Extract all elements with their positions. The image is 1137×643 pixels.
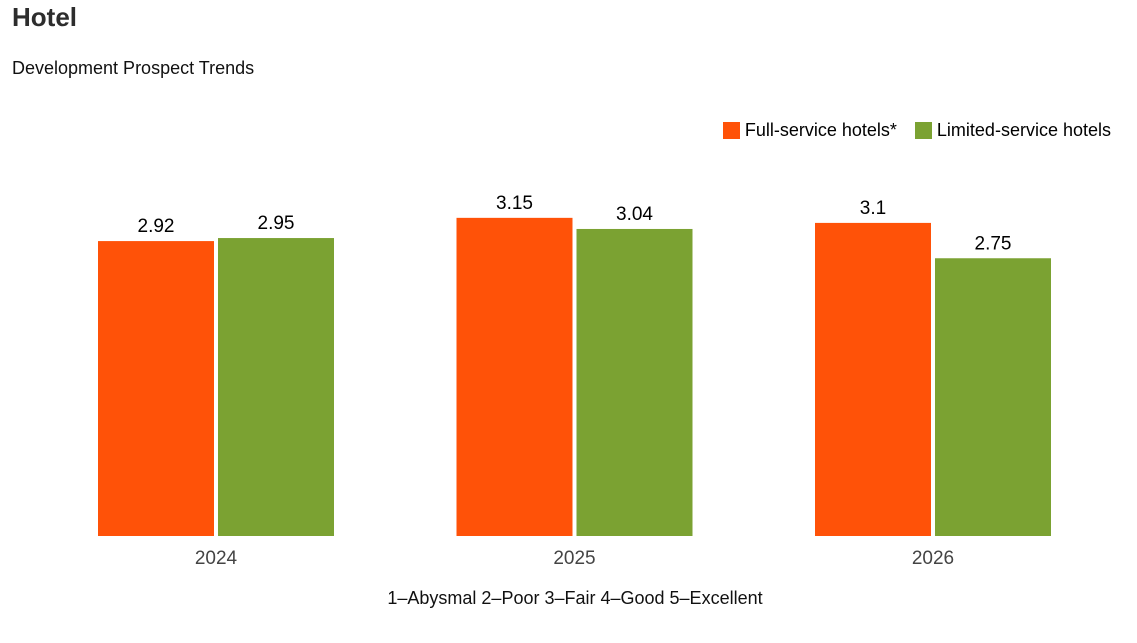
x-tick-label-2025: 2025 [553,548,595,569]
data-label-2024-full-service: 2.92 [138,216,175,237]
data-label-2025-full-service: 3.15 [496,193,533,214]
data-label-2026-full-service: 3.1 [860,198,886,219]
rating-scale-note: 1–Abysmal 2–Poor 3–Fair 4–Good 5–Excelle… [387,588,763,608]
x-tick-label-2024: 2024 [195,548,238,569]
x-tick-label-2026: 2026 [912,548,954,569]
legend-item-limited-service: Limited-service hotels [914,120,1111,141]
legend-label-full-service: Full-service hotels* [744,120,897,140]
data-label-2025-limited-service: 3.04 [616,204,653,225]
bar-2026-full-service [815,222,931,536]
data-label-2026-limited-service: 2.75 [975,233,1012,254]
bar-2024-limited-service [218,238,334,537]
chart-title: Hotel [12,2,77,32]
chart-subtitle: Development Prospect Trends [12,58,255,78]
bar-2025-limited-service [576,228,693,536]
legend-swatch-limited-service [914,122,932,139]
bar-2024-full-service [98,241,214,536]
legend-label-limited-service: Limited-service hotels [936,120,1111,140]
legend-item-full-service: Full-service hotels* [722,120,897,141]
legend: Full-service hotels* Limited-service hot… [722,120,1111,141]
data-label-2024-limited-service: 2.95 [258,213,295,234]
legend-swatch-full-service [722,122,740,139]
bar-2026-limited-service [935,258,1051,536]
bar-2025-full-service [456,217,573,536]
